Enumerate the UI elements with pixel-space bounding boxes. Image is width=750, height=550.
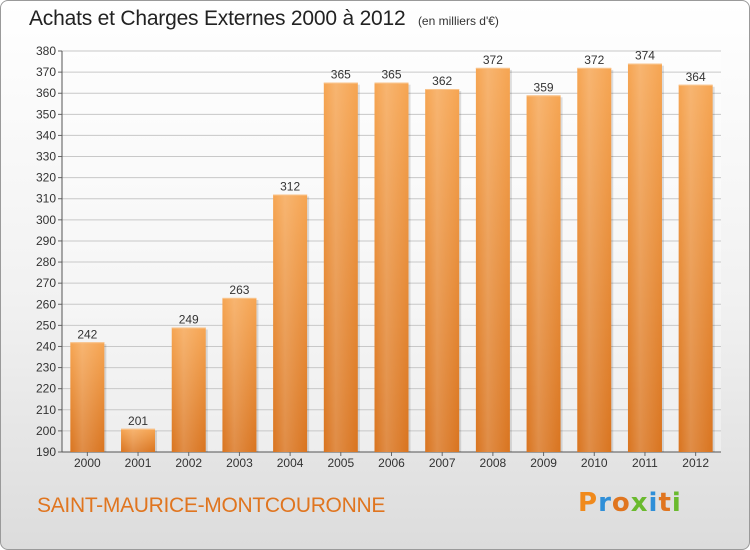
- y-tick-label: 360: [36, 86, 56, 100]
- y-tick-label: 220: [36, 382, 56, 396]
- logo-letter: i: [648, 488, 659, 518]
- bar-value-label: 374: [635, 49, 655, 63]
- bar-value-label: 242: [77, 327, 97, 341]
- bar-highlight: [222, 297, 257, 452]
- logo-letter: t: [658, 488, 672, 518]
- bar-highlight: [374, 82, 409, 452]
- bar-value-label: 372: [483, 53, 503, 67]
- bar-highlight: [678, 84, 713, 452]
- y-tick-label: 310: [36, 192, 56, 206]
- y-tick-label: 250: [36, 318, 56, 332]
- bar-value-label: 359: [534, 80, 554, 94]
- x-tick-label: 2005: [327, 456, 354, 470]
- logo-letter: o: [611, 488, 631, 518]
- bar-highlight: [627, 63, 662, 453]
- x-tick-label: 2006: [378, 456, 405, 470]
- x-tick-label: 2012: [682, 456, 709, 470]
- chart-title: Achats et Charges Externes 2000 à 2012: [29, 7, 406, 30]
- bar-highlight: [273, 194, 308, 452]
- bar-value-label: 365: [331, 68, 351, 82]
- bar-value-label: 312: [280, 180, 300, 194]
- y-tick-label: 340: [36, 128, 56, 142]
- y-tick-label: 350: [36, 107, 56, 121]
- y-tick-label: 280: [36, 255, 56, 269]
- place-name: SAINT-MAURICE-MONTCOURONNE: [37, 494, 386, 517]
- y-tick-label: 210: [36, 403, 56, 417]
- y-tick-label: 330: [36, 150, 56, 164]
- bar-highlight: [526, 95, 561, 453]
- logo-letter: P: [578, 488, 599, 518]
- y-tick-label: 230: [36, 361, 56, 375]
- x-tick-label: 2008: [480, 456, 507, 470]
- x-tick-label: 2004: [277, 456, 304, 470]
- bar-highlight: [577, 67, 612, 452]
- x-tick-label: 2011: [632, 456, 658, 470]
- y-tick-label: 260: [36, 297, 56, 311]
- x-tick-label: 2009: [530, 456, 557, 470]
- bar-highlight: [475, 67, 510, 452]
- y-tick-label: 300: [36, 213, 56, 227]
- chart-unit: (en milliers d'€): [417, 14, 499, 28]
- bar-highlight: [70, 342, 105, 452]
- x-tick-label: 2001: [125, 456, 152, 470]
- y-tick-label: 240: [36, 339, 56, 353]
- logo-letter: r: [598, 488, 612, 518]
- bar-highlight: [323, 82, 358, 452]
- bar-value-label: 365: [381, 68, 401, 82]
- y-tick-label: 290: [36, 234, 56, 248]
- logo-letter: i: [671, 488, 682, 518]
- x-tick-label: 2003: [226, 456, 253, 470]
- x-tick-label: 2007: [429, 456, 456, 470]
- y-tick-label: 190: [36, 445, 56, 459]
- x-tick-label: 2000: [74, 456, 101, 470]
- bar-value-label: 362: [432, 74, 452, 88]
- bar-highlight: [425, 88, 460, 452]
- bar-value-label: 201: [128, 414, 148, 428]
- bar-value-label: 372: [584, 53, 604, 67]
- x-tick-label: 2010: [581, 456, 608, 470]
- logo-letter: x: [630, 488, 649, 518]
- bar-highlight: [171, 327, 206, 452]
- bar-value-label: 364: [686, 70, 706, 84]
- y-tick-label: 370: [36, 65, 56, 79]
- bar-value-label: 263: [229, 283, 249, 297]
- proxiti-logo: Proxiti: [578, 488, 682, 518]
- bar-value-label: 249: [179, 312, 199, 326]
- y-tick-label: 320: [36, 171, 56, 185]
- chart-title-row: Achats et Charges Externes 2000 à 2012 (…: [29, 7, 499, 31]
- bar-highlight: [121, 428, 156, 452]
- y-tick-label: 270: [36, 276, 56, 290]
- x-tick-label: 2002: [175, 456, 202, 470]
- y-tick-label: 200: [36, 424, 56, 438]
- y-tick-label: 380: [36, 44, 56, 58]
